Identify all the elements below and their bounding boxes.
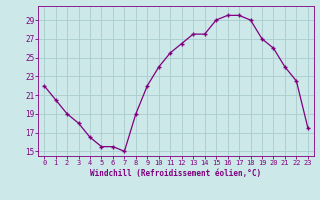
X-axis label: Windchill (Refroidissement éolien,°C): Windchill (Refroidissement éolien,°C) (91, 169, 261, 178)
